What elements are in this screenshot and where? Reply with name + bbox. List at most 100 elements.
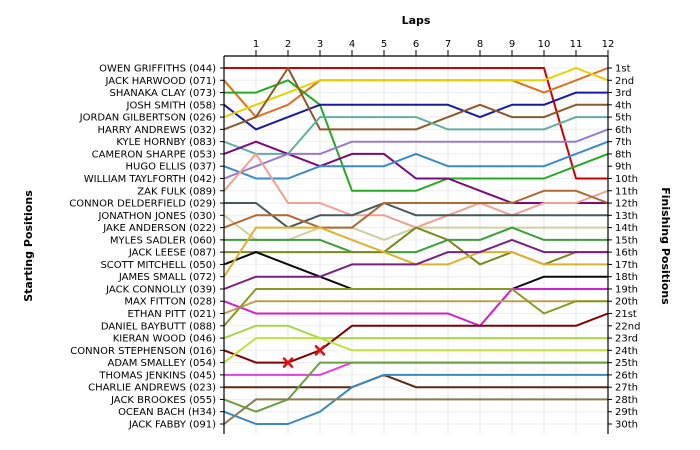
series-line: [223, 288, 608, 327]
driver-label: CONNOR STEPHENSON (016): [70, 346, 216, 357]
retirement-markers: [282, 345, 326, 368]
driver-labels: OWEN GRIFFITHS (044)JACK HARWOOD (071)SH…: [69, 64, 216, 431]
series-line: [223, 91, 608, 131]
series-layer: [223, 67, 609, 425]
driver-label: JONATHON JONES (030): [97, 211, 216, 222]
series-line: [223, 128, 609, 180]
finishing-position-label: 6th: [615, 125, 632, 136]
lap-tick-label: 5: [381, 39, 387, 50]
series-line: [223, 288, 608, 327]
lap-tick-label: 7: [445, 39, 451, 50]
driver-label: SCOTT MITCHELL (050): [100, 260, 216, 271]
driver-label: CONNOR DELDERFIELD (029): [69, 199, 216, 210]
series-line: [223, 337, 608, 364]
finishing-position-label: 28th: [615, 395, 638, 406]
lap-tick-label: 6: [413, 39, 419, 50]
finishing-position-label: 8th: [615, 149, 632, 160]
lap-tick-label: 9: [509, 39, 515, 50]
driver-label: OCEAN BACH (H34): [118, 407, 216, 418]
axes: [220, 50, 612, 434]
lap-tick-label: 11: [570, 39, 583, 50]
finishing-position-label: 4th: [615, 100, 632, 111]
series-line: [223, 300, 608, 315]
finishing-position-label: 23rd: [615, 334, 638, 345]
y-axis-title-left: Starting Positions: [22, 190, 35, 302]
lap-labels: 1 2 3 4 5 6 7 8 9 10 11 12: [253, 39, 615, 50]
driver-label: KYLE HORNBY (083): [116, 137, 216, 148]
lap-tick-label: 2: [285, 39, 291, 50]
finishing-position-label: 25th: [615, 358, 638, 369]
retirement-marker: [282, 357, 294, 368]
finishing-position-label: 5th: [615, 113, 632, 124]
driver-label: HARRY ANDREWS (032): [98, 125, 217, 136]
driver-label: JACK BROOKES (055): [110, 395, 216, 406]
driver-label: JACK FABBY (091): [128, 420, 216, 431]
lap-tick-label: 12: [602, 39, 615, 50]
lap-tick-label: 10: [538, 39, 551, 50]
driver-label: SHANAKA CLAY (073): [110, 88, 217, 99]
finishing-position-label: 22nd: [615, 321, 640, 332]
driver-label: KIERAN WOOD (046): [113, 334, 216, 345]
driver-label: JORDAN GILBERTSON (026): [79, 113, 216, 124]
driver-label: DANIEL BAYBUTT (088): [101, 321, 216, 332]
driver-label: JACK HARWOOD (071): [105, 76, 217, 87]
driver-label: JAKE ANDERSON (022): [102, 223, 216, 234]
series-line: [223, 398, 608, 425]
retirement-marker: [314, 345, 326, 356]
driver-label: JAMES SMALL (072): [118, 272, 216, 283]
series-line: [224, 79, 609, 192]
series-line: [223, 140, 609, 180]
finishing-labels: 1st2nd3rd4th5th6th7th8th9th10th11th12th1…: [615, 64, 640, 431]
driver-label: ADAM SMALLEY (054): [108, 358, 217, 369]
driver-label: JACK CONNOLLY (039): [105, 284, 216, 295]
finishing-position-label: 20th: [615, 297, 638, 308]
y-axis-title-right: Finishing Positions: [659, 187, 672, 305]
finishing-position-label: 10th: [615, 174, 638, 185]
series-line: [223, 189, 609, 229]
driver-label: CAMERON SHARPE (053): [92, 149, 216, 160]
finishing-position-label: 18th: [615, 272, 638, 283]
series-line: [224, 373, 608, 389]
series-line: [223, 238, 608, 290]
driver-label: JACK LEESE (087): [128, 248, 216, 259]
finishing-position-label: 12th: [615, 199, 638, 210]
finishing-position-label: 7th: [615, 137, 632, 148]
finishing-position-label: 3rd: [615, 88, 632, 99]
finishing-position-label: 17th: [615, 260, 638, 271]
driver-label: OWEN GRIFFITHS (044): [99, 64, 216, 75]
finishing-position-label: 29th: [615, 407, 638, 418]
driver-label: JOSH SMITH (058): [126, 100, 217, 111]
driver-label: MAX FITTON (028): [124, 297, 216, 308]
x-axis-title: Laps: [402, 14, 431, 27]
plot-area: [220, 50, 612, 434]
finishing-position-label: 14th: [615, 223, 638, 234]
driver-label: MYLES SADLER (060): [110, 235, 216, 246]
driver-label: HUGO ELLIS (037): [126, 162, 217, 173]
driver-label: ZAK FULK (089): [137, 186, 216, 197]
driver-label: ETHAN PITT (021): [127, 309, 216, 320]
finishing-position-label: 21st: [615, 309, 637, 320]
finishing-position-label: 15th: [615, 235, 638, 246]
lap-tick-label: 3: [317, 39, 323, 50]
series-line: [224, 226, 608, 254]
finishing-position-label: 27th: [615, 383, 638, 394]
series-line: [223, 373, 608, 425]
lap-tick-label: 4: [349, 39, 355, 50]
driver-label: CHARLIE ANDREWS (023): [88, 383, 216, 394]
finishing-position-label: 19th: [615, 284, 638, 295]
lap-tick-label: 1: [253, 39, 259, 50]
driver-label: WILLIAM TAYLFORTH (042): [84, 174, 216, 185]
finishing-position-label: 24th: [615, 346, 638, 357]
series-line: [223, 67, 609, 119]
finishing-position-label: 26th: [615, 370, 638, 381]
series-line: [223, 67, 608, 131]
finishing-position-label: 13th: [615, 211, 638, 222]
finishing-position-label: 11th: [615, 186, 638, 197]
driver-label: THOMAS JENKINS (045): [98, 370, 216, 381]
finishing-position-label: 1st: [615, 64, 631, 75]
finishing-position-label: 2nd: [615, 76, 634, 87]
series-line: [223, 324, 608, 340]
finishing-position-label: 9th: [615, 162, 632, 173]
finishing-position-label: 30th: [615, 420, 638, 431]
